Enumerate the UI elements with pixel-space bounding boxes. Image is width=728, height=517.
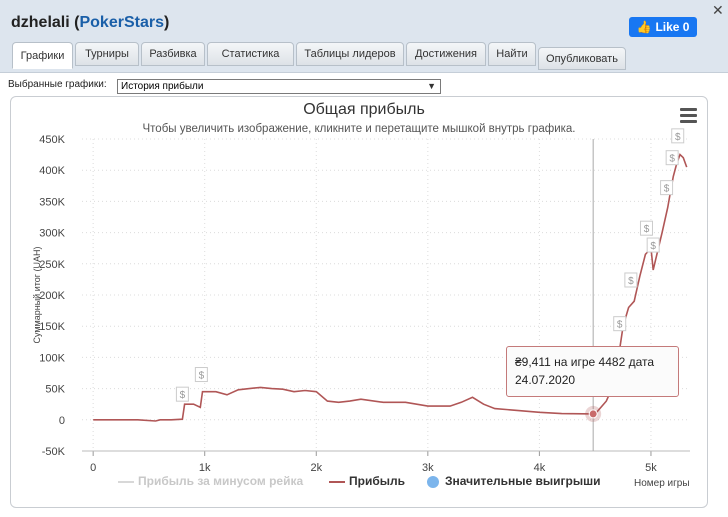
site-link[interactable]: PokerStars [79,14,164,31]
tab-achievements[interactable]: Достижения [406,42,486,66]
dollar-sign-icon: $ [664,184,670,195]
significant-win-marker [194,367,208,383]
y-tick-label: 150K [39,321,65,333]
dollar-sign-icon: $ [675,132,681,143]
tab-leaderboards[interactable]: Таблицы лидеров [296,42,404,66]
chart-selector-label: Выбранные графики: [8,79,107,90]
dollar-sign-icon: $ [669,154,675,165]
significant-win-marker [613,316,627,332]
dollar-sign-icon: $ [617,320,623,331]
tooltip-line-2: 24.07.2020 [515,373,576,387]
y-tick-label: 0 [59,415,65,427]
hamburger-menu-icon[interactable] [680,108,697,126]
hover-point [588,409,598,419]
legend-item-rake[interactable]: Прибыль за минусом рейка [118,474,303,488]
significant-win-marker [646,237,660,253]
x-tick-label: 4k [534,462,546,474]
tab-charts[interactable]: Графики [12,42,73,69]
thumbs-up-icon: 👍 [636,20,652,34]
x-tick-label: 3k [422,462,434,474]
close-icon[interactable]: ✕ [712,2,724,18]
legend-label-profit: Прибыль [349,474,405,488]
x-axis-title: Номер игры [634,478,690,489]
x-tick-label: 1k [199,462,211,474]
dollar-sign-icon: $ [199,371,205,382]
x-tick-label: 2k [310,462,322,474]
y-tick-label: 300K [39,228,65,240]
significant-win-marker [660,180,674,196]
y-axis-title: Суммарный итог (UAH) [32,246,42,344]
significant-win-marker [639,220,653,236]
tab-search[interactable]: Найти [488,42,536,66]
legend-marker-wins [427,475,439,488]
legend-label-wins: Значительные выигрыши [445,474,601,488]
y-tick-label: 100K [39,352,65,364]
tab-statistics[interactable]: Статистика [207,42,294,66]
legend-line-profit [329,480,345,483]
chart-selector[interactable]: История прибыли ▼ [117,79,441,94]
chevron-down-icon: ▼ [427,81,436,91]
y-tick-label: 450K [39,134,65,146]
x-tick-label: 5k [645,462,657,474]
legend-item-profit[interactable]: Прибыль [329,474,405,488]
legend-item-wins[interactable]: Значительные выигрыши [427,474,601,488]
chart-selector-value: История прибыли [121,81,204,92]
tab-tournaments[interactable]: Турниры [75,42,139,66]
y-tick-label: 350K [39,196,65,208]
chart-container [10,96,708,508]
significant-win-marker [665,150,679,166]
y-tick-label: 50K [45,384,65,396]
tooltip-line-1: ₴9,411 на игре 4482 дата [515,355,655,369]
tab-breakdown[interactable]: Разбивка [141,42,205,66]
tab-publish[interactable]: Опубликовать [538,47,626,70]
y-tick-label: -50K [42,446,66,458]
y-tick-label: 200K [39,290,65,302]
series-line-profit [93,153,688,422]
player-name: dzhelali [11,14,70,31]
dollar-sign-icon: $ [644,224,650,235]
significant-win-marker [175,386,189,402]
dollar-sign-icon: $ [628,276,634,287]
page-title: dzhelali (PokerStars) [11,14,170,31]
legend-label-rake: Прибыль за минусом рейка [138,474,304,488]
chart-tooltip: ₴9,411 на игре 4482 дата 24.07.2020 [506,346,679,397]
legend-line-rake [118,480,134,483]
chart-title: Общая прибыль [303,101,425,118]
y-tick-label: 400K [39,165,65,177]
chart-subtitle: Чтобы увеличить изображение, кликните и … [142,123,576,135]
facebook-like-button[interactable]: 👍 Like 0 [629,17,697,37]
x-tick-label: 0 [90,462,96,474]
significant-win-marker [671,128,685,144]
dollar-sign-icon: $ [650,241,656,252]
like-label: Like 0 [655,20,690,34]
significant-win-marker [624,272,638,288]
dollar-sign-icon: $ [180,390,186,401]
y-tick-label: 250K [39,259,65,271]
